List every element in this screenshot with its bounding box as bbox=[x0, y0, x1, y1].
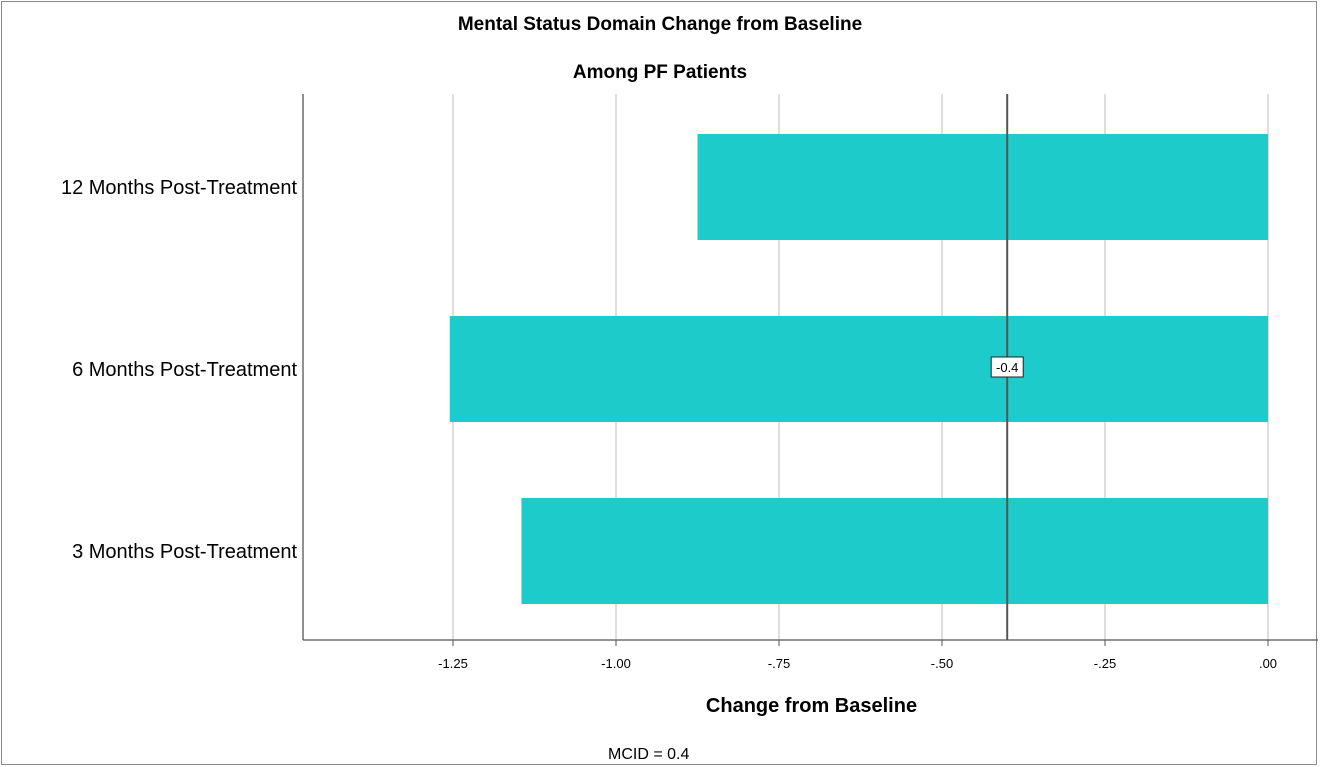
x-tick-label: -.75 bbox=[768, 656, 790, 671]
chart-subtitle: Among PF Patients bbox=[572, 62, 748, 83]
mcid-note: MCID = 0.4 bbox=[608, 746, 690, 763]
bar bbox=[697, 134, 1268, 240]
x-tick-labels: -1.25 -1.00 -.75 -.50 -.25 .00 bbox=[438, 640, 1277, 671]
category-label: 6 Months Post-Treatment bbox=[72, 359, 297, 381]
category-label: 3 Months Post-Treatment bbox=[72, 541, 297, 563]
x-axis-label: Change from Baseline bbox=[705, 695, 918, 717]
category-label: 12 Months Post-Treatment bbox=[61, 177, 297, 199]
bars bbox=[449, 134, 1268, 604]
bar bbox=[449, 316, 1268, 422]
x-tick-label: .00 bbox=[1259, 656, 1277, 671]
x-tick-label: -.50 bbox=[931, 656, 953, 671]
axes bbox=[302, 94, 1318, 641]
x-tick-label: -1.25 bbox=[438, 656, 468, 671]
reference-line-group: -0.4 bbox=[990, 94, 1024, 640]
reference-label: -0.4 bbox=[996, 360, 1018, 375]
chart-title: Mental Status Domain Change from Baselin… bbox=[457, 14, 863, 35]
reference-label-box bbox=[990, 356, 1024, 378]
x-tick-label: -.25 bbox=[1094, 656, 1116, 671]
category-labels: 12 Months Post-Treatment 6 Months Post-Tr… bbox=[61, 177, 297, 563]
bar bbox=[521, 498, 1268, 604]
x-tick-label: -1.00 bbox=[601, 656, 631, 671]
